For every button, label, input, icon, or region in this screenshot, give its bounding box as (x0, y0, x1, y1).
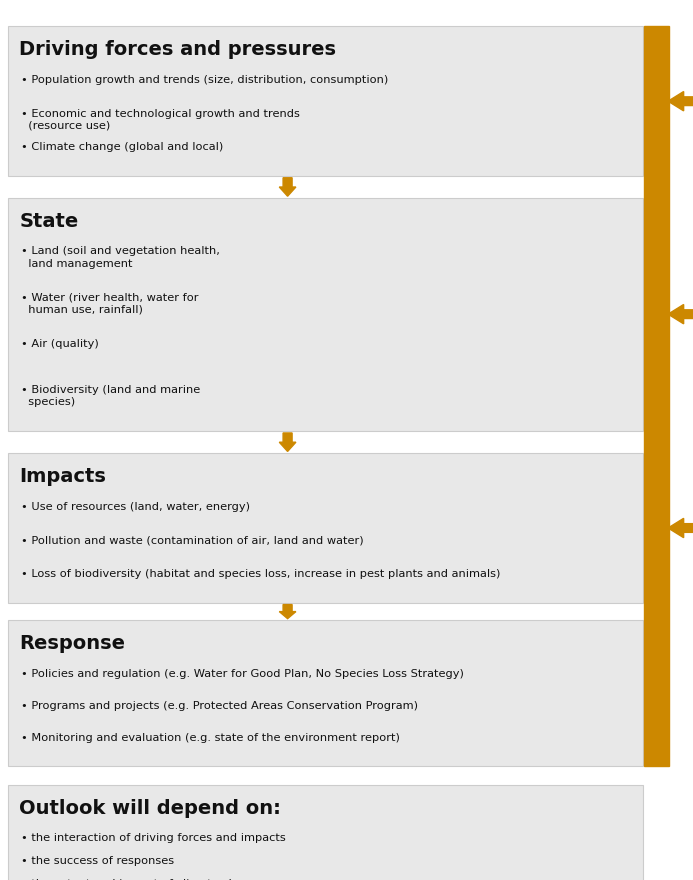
Text: • Programs and projects (e.g. Protected Areas Conservation Program): • Programs and projects (e.g. Protected … (21, 701, 418, 711)
Text: Impacts: Impacts (19, 467, 106, 487)
Polygon shape (279, 178, 296, 196)
Polygon shape (668, 304, 693, 324)
Polygon shape (668, 92, 693, 111)
Text: • Biodiversity (land and marine
  species): • Biodiversity (land and marine species) (21, 385, 200, 407)
FancyBboxPatch shape (8, 453, 643, 603)
Text: • Policies and regulation (e.g. Water for Good Plan, No Species Loss Strategy): • Policies and regulation (e.g. Water fo… (21, 669, 464, 678)
FancyBboxPatch shape (8, 785, 643, 880)
Text: Response: Response (19, 634, 125, 654)
FancyBboxPatch shape (8, 26, 643, 176)
Text: • Land (soil and vegetation health,
  land management: • Land (soil and vegetation health, land… (21, 246, 220, 268)
Text: • Pollution and waste (contamination of air, land and water): • Pollution and waste (contamination of … (21, 535, 363, 546)
Polygon shape (279, 605, 296, 619)
Polygon shape (668, 518, 693, 538)
Text: • Air (quality): • Air (quality) (21, 339, 98, 348)
Text: • Loss of biodiversity (habitat and species loss, increase in pest plants and an: • Loss of biodiversity (habitat and spec… (21, 569, 500, 579)
Text: • the interaction of driving forces and impacts: • the interaction of driving forces and … (21, 833, 286, 843)
Text: State: State (19, 212, 78, 231)
Text: • Economic and technological growth and trends
  (resource use): • Economic and technological growth and … (21, 108, 299, 131)
Bar (644, 26, 669, 766)
FancyBboxPatch shape (8, 620, 643, 766)
Text: • the success of responses: • the success of responses (21, 856, 174, 866)
Text: • Use of resources (land, water, energy): • Use of resources (land, water, energy) (21, 502, 249, 511)
Text: Driving forces and pressures: Driving forces and pressures (19, 40, 336, 60)
Text: • Climate change (global and local): • Climate change (global and local) (21, 143, 223, 152)
Polygon shape (279, 433, 296, 451)
Text: • the extent and impact of climate change: • the extent and impact of climate chang… (21, 878, 264, 880)
Text: • Water (river health, water for
  human use, rainfall): • Water (river health, water for human u… (21, 292, 198, 315)
Text: • Monitoring and evaluation (e.g. state of the environment report): • Monitoring and evaluation (e.g. state … (21, 733, 400, 744)
Text: Outlook will depend on:: Outlook will depend on: (19, 799, 281, 818)
Text: • Population growth and trends (size, distribution, consumption): • Population growth and trends (size, di… (21, 75, 388, 84)
FancyBboxPatch shape (8, 198, 643, 431)
